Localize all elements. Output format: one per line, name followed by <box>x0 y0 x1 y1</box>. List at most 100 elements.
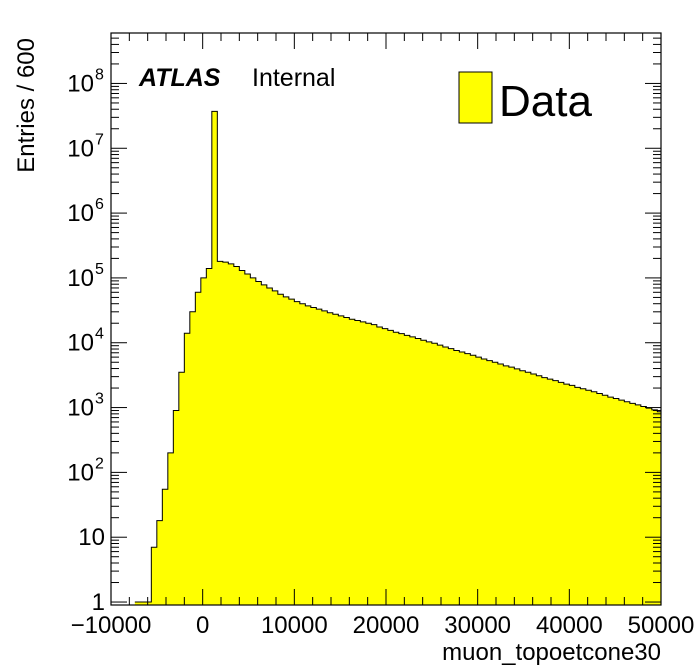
histogram-bin <box>514 368 521 605</box>
histogram-bin <box>173 410 180 605</box>
histogram-bin <box>420 340 427 605</box>
histogram-bin <box>327 312 334 605</box>
histogram-bin <box>244 273 251 605</box>
histogram-bin <box>376 326 383 605</box>
histogram-bin <box>365 323 372 605</box>
histogram-bin <box>145 602 152 605</box>
histogram-bin <box>415 338 422 605</box>
histogram-bin <box>294 301 301 605</box>
histogram-bin <box>624 401 631 605</box>
histogram-bin <box>239 270 246 605</box>
y-tick-exponent: 4 <box>95 326 104 343</box>
histogram-bin <box>233 266 240 605</box>
histogram-bin <box>277 294 284 605</box>
histogram-bin <box>310 307 317 605</box>
histogram-bin <box>503 365 510 605</box>
histogram-bin <box>409 336 416 605</box>
histogram-bin <box>492 362 499 605</box>
histogram-bin <box>486 360 493 605</box>
histogram-bin <box>255 281 262 605</box>
histogram-bin <box>200 277 207 605</box>
histogram-bin <box>404 335 411 605</box>
x-tick-label: 20000 <box>353 612 420 639</box>
histogram-bin <box>602 395 609 605</box>
x-tick-label: 0 <box>196 612 209 639</box>
histogram-bin <box>211 111 218 606</box>
histogram-bin <box>558 382 565 605</box>
y-tick-exponent: 8 <box>95 66 104 83</box>
histogram-bin <box>459 351 466 605</box>
x-axis-label: muon_topoetcone30 <box>442 639 661 666</box>
histogram-bin <box>299 303 306 605</box>
histogram-bin <box>288 299 295 605</box>
histogram-bin <box>591 391 598 605</box>
histogram-bin <box>398 333 405 605</box>
x-tick-label: 50000 <box>628 612 695 639</box>
histogram-bars <box>134 110 662 606</box>
histogram-bin <box>134 602 141 605</box>
histogram-bin <box>475 357 482 605</box>
atlas-label: ATLAS <box>138 64 221 92</box>
histogram-bin <box>646 408 653 605</box>
histogram-bin <box>371 324 378 605</box>
histogram-bin <box>272 290 279 605</box>
histogram-bin <box>222 262 229 605</box>
histogram-bin <box>536 375 543 605</box>
histogram-bin <box>305 305 312 605</box>
histogram-bin <box>552 380 559 605</box>
histogram-bin <box>283 296 290 605</box>
histogram-bin <box>464 353 471 605</box>
y-tick-label: 1 <box>92 589 105 616</box>
histogram-bin <box>585 390 592 605</box>
internal-label: Internal <box>252 64 335 92</box>
y-tick-label: 10 <box>67 70 94 97</box>
legend-swatch <box>458 71 493 124</box>
histogram-bin <box>321 310 328 605</box>
x-tick-label: 10000 <box>261 612 328 639</box>
histogram-bin <box>393 332 400 605</box>
histogram-bin <box>580 388 587 605</box>
histogram-bin <box>343 317 350 605</box>
y-tick-exponent: 7 <box>95 131 104 148</box>
histogram-bin <box>431 343 438 605</box>
histogram-bin <box>635 404 642 605</box>
y-tick-exponent: 5 <box>95 261 104 278</box>
histogram-bin <box>481 359 488 605</box>
histogram-bin <box>525 372 532 605</box>
histogram-bin <box>250 277 257 605</box>
x-tick-label: −10000 <box>71 612 152 639</box>
y-tick-label: 10 <box>67 135 94 162</box>
legend-label: Data <box>499 77 592 126</box>
histogram-bin <box>442 346 449 605</box>
histogram-bin <box>382 328 389 605</box>
histogram-bin <box>629 403 636 605</box>
y-tick-label: 10 <box>67 265 94 292</box>
axis-ticks <box>110 32 662 606</box>
y-tick-label: 10 <box>67 200 94 227</box>
y-tick-label: 10 <box>67 330 94 357</box>
histogram-bin <box>437 345 444 605</box>
histogram-bin <box>547 379 554 605</box>
histogram-bin <box>217 261 224 605</box>
histogram-bin <box>497 363 504 605</box>
histogram-bin <box>189 311 196 605</box>
histogram-bin <box>607 397 614 605</box>
histogram-bin <box>618 400 625 605</box>
histogram-bin <box>651 409 658 605</box>
histogram-bin <box>178 372 185 605</box>
histogram-bin <box>448 348 455 605</box>
histogram-bin <box>156 520 163 605</box>
histogram-bin <box>266 287 273 605</box>
histogram-bin <box>162 489 169 605</box>
histogram-bin <box>530 373 537 605</box>
y-tick-label: 10 <box>78 524 105 551</box>
histogram-bin <box>167 452 174 605</box>
histogram-bin <box>316 309 323 605</box>
histogram-bin <box>195 292 202 605</box>
histogram-bin <box>596 393 603 605</box>
x-tick-label: 40000 <box>536 612 603 639</box>
y-tick-exponent: 6 <box>95 196 104 213</box>
histogram-bin <box>261 284 268 605</box>
histogram-bin <box>387 330 394 605</box>
